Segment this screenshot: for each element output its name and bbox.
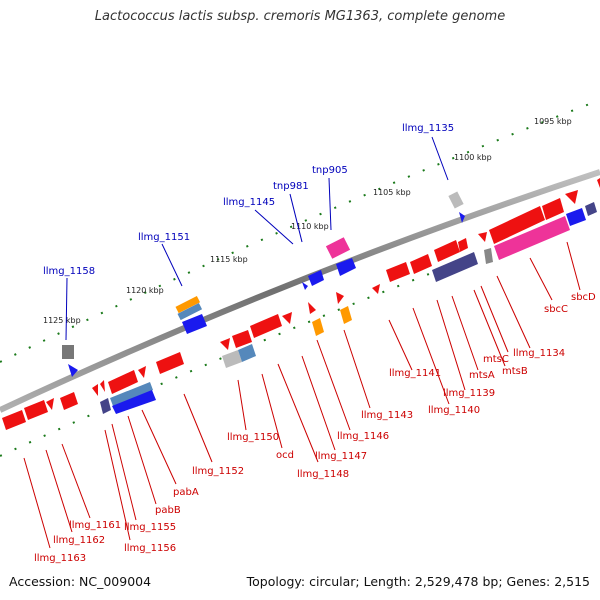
kbp-1120: 1120 kbp — [126, 286, 164, 295]
label-llmg-1145: llmg_1145 — [223, 197, 275, 208]
feature-blue-block-llmg-1151[interactable] — [182, 314, 207, 334]
label-sbcC: sbcC — [544, 304, 568, 315]
label-mtsA: mtsA — [469, 370, 495, 381]
feature-red-arrow-llmg-1143[interactable] — [336, 292, 344, 304]
feature-red-mtsB-2[interactable] — [458, 238, 468, 252]
feature-red-llmg-1161[interactable] — [60, 392, 78, 410]
feature-gray-llmg-1158[interactable] — [62, 345, 74, 359]
feature-blue-sbcC[interactable] — [566, 208, 586, 226]
label-llmg-1148: llmg_1148 — [297, 469, 349, 480]
feature-red-sbcD[interactable] — [489, 206, 545, 244]
label-llmg-1150: llmg_1150 — [227, 432, 279, 443]
feature-red-llmg-1152[interactable] — [156, 352, 184, 374]
feature-red-arrow-llmg-1156[interactable] — [92, 384, 98, 396]
feature-red-mtsB[interactable] — [434, 240, 460, 262]
feature-blue-arrow-llmg-1158[interactable] — [68, 364, 78, 377]
genome-backbone — [0, 169, 600, 413]
label-llmg-1162: llmg_1162 — [53, 535, 105, 546]
label-llmg-1141: llmg_1141 — [389, 368, 441, 379]
feature-blue-arrow-tnp905[interactable] — [336, 258, 356, 276]
feature-blue-arrow-tnp981[interactable] — [308, 270, 324, 286]
kbp-1095: 1095 kbp — [534, 117, 572, 126]
kbp-1105: 1105 kbp — [373, 188, 411, 197]
topology-text: Topology: circular; Length: 2,529,478 bp… — [246, 574, 590, 589]
map-title: Lactococcus lactis subsp. cremoris MG136… — [94, 9, 506, 24]
label-sbcD: sbcD — [571, 292, 596, 303]
feature-red-arrow-llmg-1156b[interactable] — [100, 380, 105, 392]
label-llmg-1143: llmg_1143 — [361, 410, 413, 421]
upper-features — [62, 191, 465, 377]
feature-red-pabA[interactable] — [108, 370, 138, 394]
label-llmg-1146: llmg_1146 — [337, 431, 389, 442]
kbp-1125: 1125 kbp — [43, 316, 81, 325]
kbp-1110: 1110 kbp — [291, 222, 329, 231]
feature-orange-llmg-1143[interactable] — [340, 306, 352, 324]
label-tnp981: tnp981 — [273, 181, 309, 192]
accession-text: Accession: NC_009004 — [9, 574, 152, 589]
kbp-1115: 1115 kbp — [210, 255, 248, 264]
label-pabA: pabA — [173, 487, 199, 498]
bottom-labels: sbcD sbcC llmg_1134 mtsC mtsB mtsA llmg_… — [34, 292, 596, 564]
feature-steel-llmg-1150[interactable] — [238, 344, 256, 362]
label-llmg-1155: llmg_1155 — [124, 522, 176, 533]
feature-red-arrow-mtsC[interactable] — [478, 232, 487, 242]
top-labels: llmg_1135 tnp905 tnp981 llmg_1145 llmg_1… — [43, 123, 454, 277]
label-mtsB: mtsB — [502, 366, 528, 377]
label-llmg-1156: llmg_1156 — [124, 543, 176, 554]
feature-navy-sbcC[interactable] — [585, 202, 597, 216]
feature-blue-pabB[interactable] — [112, 390, 156, 414]
feature-blue-arrow-llmg-1145[interactable] — [302, 282, 308, 290]
label-llmg-1140: llmg_1140 — [428, 405, 480, 416]
label-tnp905: tnp905 — [312, 165, 348, 176]
feature-magenta-sbcC[interactable] — [494, 216, 570, 260]
label-llmg-1139: llmg_1139 — [443, 388, 495, 399]
label-ocd: ocd — [276, 450, 294, 461]
feature-gray-llmg-1134[interactable] — [484, 248, 493, 264]
feature-gray-llmg-1150[interactable] — [222, 350, 242, 368]
feature-gray-llmg-1135[interactable] — [448, 191, 464, 209]
feature-red-arrow-pabA[interactable] — [138, 366, 146, 378]
feature-red-arrow-sbcD[interactable] — [565, 190, 578, 204]
label-llmg-1161: llmg_1161 — [69, 520, 121, 531]
label-mtsC: mtsC — [483, 354, 509, 365]
label-llmg-1163: llmg_1163 — [34, 553, 86, 564]
feature-red-arrow-llmg-1146[interactable] — [308, 302, 316, 314]
feature-red-ocd[interactable] — [232, 330, 252, 348]
top-leaders — [65, 136, 449, 341]
feature-red-sbcD-2[interactable] — [542, 198, 564, 220]
label-llmg-1147: llmg_1147 — [315, 451, 367, 462]
feature-steel-llmg-1151[interactable] — [177, 302, 203, 321]
feature-red-llmg-1148[interactable] — [250, 314, 282, 338]
feature-red-arrow-llmg-1141[interactable] — [372, 284, 380, 294]
feature-red-llmg-1162[interactable] — [24, 400, 48, 420]
label-llmg-1152: llmg_1152 — [192, 466, 244, 477]
lower-features — [2, 178, 600, 430]
feature-red-llmg-1163[interactable] — [2, 410, 26, 430]
label-pabB: pabB — [155, 505, 181, 516]
kbp-1100: 1100 kbp — [454, 153, 492, 162]
feature-navy-mtsA[interactable] — [432, 252, 478, 282]
label-llmg-1151: llmg_1151 — [138, 232, 190, 243]
feature-tnp905[interactable] — [325, 237, 351, 259]
feature-red-llmg-1140[interactable] — [410, 254, 432, 274]
feature-steel-pabB[interactable] — [110, 382, 153, 406]
feature-orange-llmg-1151[interactable] — [175, 295, 201, 314]
feature-blue-arrow-1135[interactable] — [459, 212, 465, 223]
feature-red-arrow-llmg-1148[interactable] — [282, 312, 292, 324]
bottom-leaders — [23, 241, 581, 549]
label-llmg-1135: llmg_1135 — [402, 123, 454, 134]
label-llmg-1158: llmg_1158 — [43, 266, 95, 277]
feature-red-arrow-llmg-1162[interactable] — [46, 398, 54, 410]
label-llmg-1134: llmg_1134 — [513, 348, 565, 359]
feature-navy-llmg-1155[interactable] — [100, 398, 111, 414]
feature-orange-llmg-1147[interactable] — [312, 318, 324, 336]
feature-red-llmg-1139[interactable] — [386, 262, 410, 282]
kbp-markers: 1095 kbp 1100 kbp 1105 kbp 1110 kbp 1115… — [43, 117, 572, 325]
feature-red-arrow-far-right[interactable] — [597, 178, 600, 188]
feature-red-arrow-ocd[interactable] — [220, 338, 230, 350]
